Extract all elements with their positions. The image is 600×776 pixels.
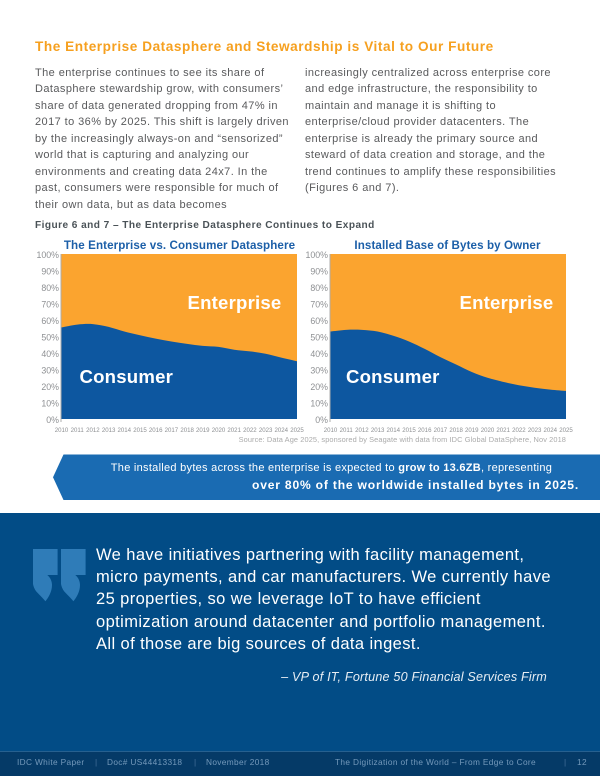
svg-text:2025: 2025 [559,427,573,434]
svg-text:50%: 50% [41,332,59,342]
svg-text:2021: 2021 [496,427,510,434]
svg-text:2022: 2022 [243,427,257,434]
svg-text:100%: 100% [306,250,329,260]
svg-text:2013: 2013 [371,427,385,434]
svg-text:2014: 2014 [387,427,401,434]
svg-text:2011: 2011 [71,427,85,434]
svg-text:40%: 40% [41,349,59,359]
svg-text:90%: 90% [310,266,328,276]
svg-text:2011: 2011 [340,427,354,434]
svg-text:80%: 80% [310,283,328,293]
svg-text:30%: 30% [41,365,59,375]
svg-text:70%: 70% [41,299,59,309]
svg-text:2019: 2019 [196,427,210,434]
svg-text:2020: 2020 [481,427,495,434]
svg-text:2010: 2010 [324,427,338,434]
svg-text:2025: 2025 [290,427,304,434]
svg-text:2012: 2012 [86,427,100,434]
svg-text:2021: 2021 [227,427,241,434]
svg-text:2018: 2018 [180,427,194,434]
svg-text:20%: 20% [310,382,328,392]
svg-text:2014: 2014 [118,427,132,434]
svg-text:2015: 2015 [402,427,416,434]
svg-text:2012: 2012 [355,427,369,434]
svg-text:10%: 10% [310,398,328,408]
svg-text:30%: 30% [310,365,328,375]
svg-text:2023: 2023 [259,427,273,434]
svg-text:70%: 70% [310,299,328,309]
svg-text:2017: 2017 [165,427,179,434]
svg-text:60%: 60% [41,316,59,326]
svg-text:2024: 2024 [544,427,558,434]
svg-text:2010: 2010 [55,427,69,434]
svg-text:2023: 2023 [528,427,542,434]
svg-text:100%: 100% [37,250,60,260]
svg-text:20%: 20% [41,382,59,392]
svg-text:0%: 0% [46,415,59,425]
svg-text:40%: 40% [310,349,328,359]
svg-text:0%: 0% [315,415,328,425]
svg-text:10%: 10% [41,398,59,408]
svg-text:80%: 80% [41,283,59,293]
svg-text:2016: 2016 [418,427,432,434]
svg-text:2020: 2020 [212,427,226,434]
svg-text:2024: 2024 [275,427,289,434]
svg-text:2016: 2016 [149,427,163,434]
svg-text:2018: 2018 [449,427,463,434]
svg-text:2022: 2022 [512,427,526,434]
svg-text:2017: 2017 [434,427,448,434]
svg-text:60%: 60% [310,316,328,326]
svg-text:2013: 2013 [102,427,116,434]
svg-text:2019: 2019 [465,427,479,434]
svg-text:50%: 50% [310,332,328,342]
svg-text:2015: 2015 [133,427,147,434]
svg-text:90%: 90% [41,266,59,276]
